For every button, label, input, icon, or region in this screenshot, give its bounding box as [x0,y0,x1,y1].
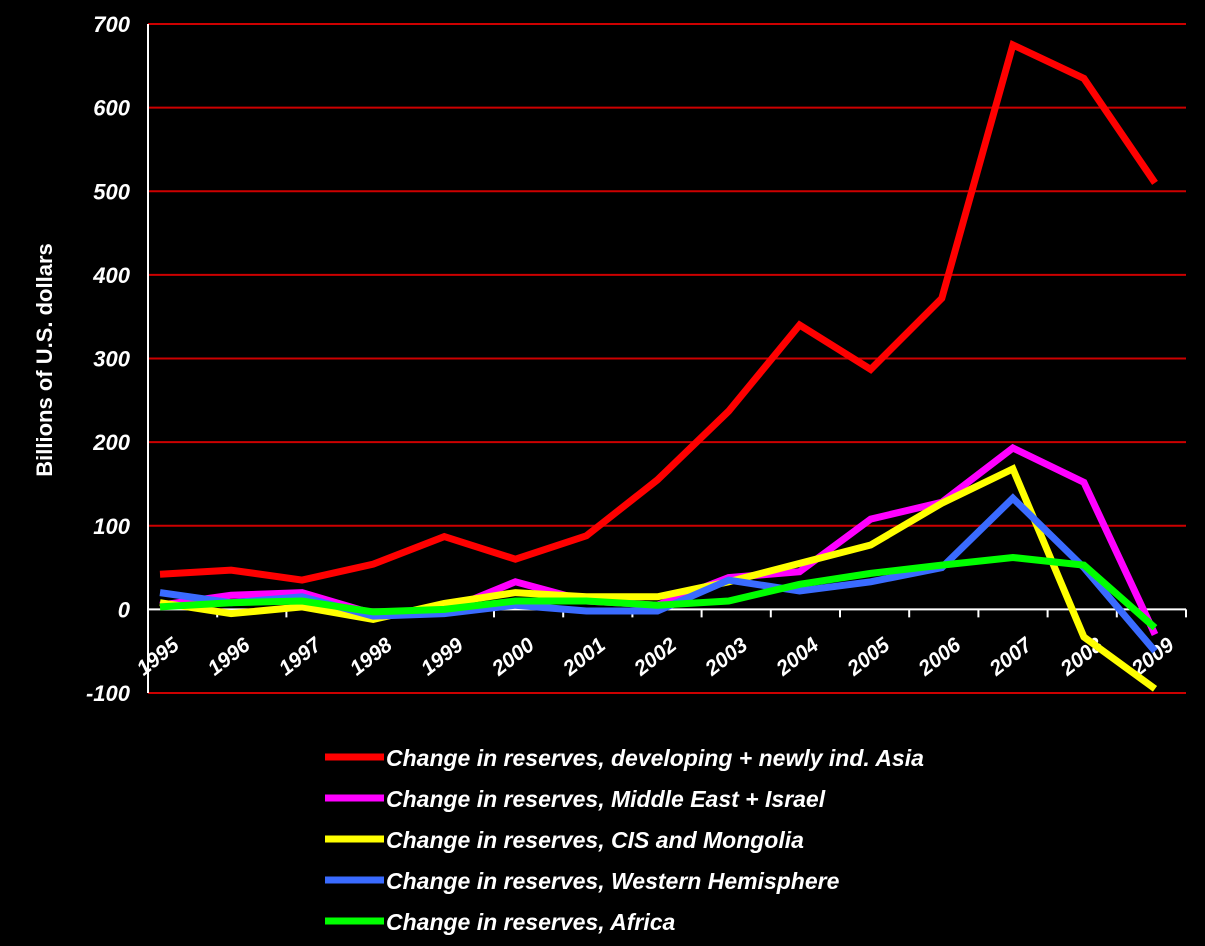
y-tick-label: 300 [93,347,130,372]
series-lines [159,39,1159,692]
series-line-5 [159,553,1158,631]
x-tick-label: 2006 [914,633,966,681]
y-axis-label: Billions of U.S. dollars [32,243,57,476]
series-line-1 [159,39,1158,584]
legend-label: Change in reserves, CIS and Mongolia [386,827,804,853]
x-tick-label: 1998 [346,633,397,680]
x-tick-label: 2007 [985,633,1038,681]
x-tick-label: 2001 [558,633,610,681]
y-tick-label: 400 [92,263,130,288]
y-tick-label: 100 [93,514,130,539]
x-tick-label: 1997 [275,633,327,681]
series-line-4 [159,493,1158,654]
x-tick-label: 2004 [771,633,823,681]
x-tick-label: 1999 [417,633,468,680]
y-tick-labels: 700 600 500 400 300 200 100 0 -100 [86,12,131,706]
x-tick-label: 2005 [842,633,894,681]
legend-label: Change in reserves, Africa [386,909,676,935]
y-tick-label: 600 [93,96,130,121]
x-tick-label: 2002 [629,633,681,681]
x-tick-label: 1996 [204,633,255,680]
legend-label: Change in reserves, Middle East + Israel [386,786,826,812]
legend: Change in reserves, developing + newly i… [325,745,924,935]
gridlines [148,23,1186,694]
y-tick-label: 0 [118,597,131,622]
series-line-3 [159,464,1158,692]
y-tick-label: -100 [86,681,131,706]
x-tick-label: 1995 [133,633,184,680]
x-tick-label: 2003 [700,633,752,681]
y-tick-label: 500 [93,179,130,204]
x-tick-label: 2008 [1056,633,1108,681]
x-tick-labels: 1995 1996 1997 1998 1999 2000 2001 2002 2003 2004… [133,633,1179,681]
legend-label: Change in reserves, developing + newly i… [386,745,924,771]
y-tick-label: 200 [92,430,130,455]
x-tick-label: 2000 [487,633,539,681]
y-tick-label: 700 [93,12,130,37]
legend-label: Change in reserves, Western Hemisphere [386,868,840,894]
